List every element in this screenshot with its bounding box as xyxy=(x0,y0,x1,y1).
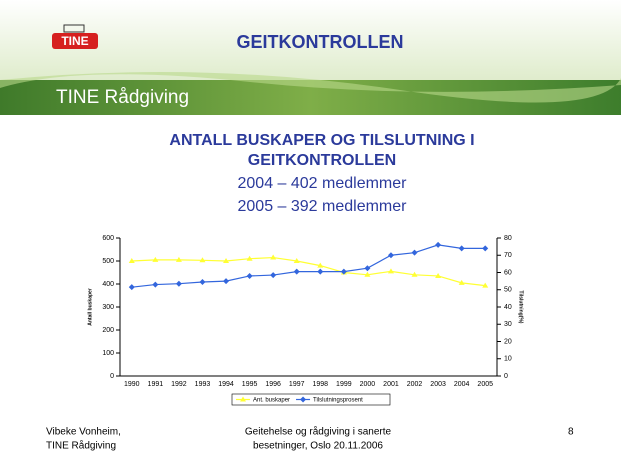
x-tick-label: 1999 xyxy=(336,381,352,388)
y-tick-label: 600 xyxy=(102,235,114,242)
y-tick-label: 100 xyxy=(102,350,114,357)
x-tick-label: 2005 xyxy=(477,381,493,388)
x-tick-label: 1991 xyxy=(148,381,164,388)
x-tick-label: 2004 xyxy=(454,381,470,388)
x-tick-label: 1995 xyxy=(242,381,258,388)
y-tick-label: 400 xyxy=(102,281,114,288)
heading-line: GEITKONTROLLEN xyxy=(248,152,396,169)
page-number: 8 xyxy=(568,427,574,438)
y2-tick-label: 10 xyxy=(504,356,512,363)
y2-tick-label: 20 xyxy=(504,338,512,345)
x-tick-label: 2001 xyxy=(383,381,399,388)
x-tick-label: 2002 xyxy=(407,381,423,388)
heading-subline: 2005 – 392 medlemmer xyxy=(238,198,408,215)
footer-center: Geitehelse og rådgiving i sanerte xyxy=(245,426,392,438)
logo-text: TINE xyxy=(61,34,88,48)
x-tick-label: 1994 xyxy=(218,381,234,388)
x-tick-label: 2003 xyxy=(430,381,446,388)
x-tick-label: 1992 xyxy=(171,381,187,388)
y-axis-label: Antall buskaper xyxy=(87,288,93,326)
footer-left: Vibeke Vonheim, xyxy=(46,427,121,438)
x-tick-label: 1990 xyxy=(124,381,140,388)
footer-left: TINE Rådgiving xyxy=(46,440,116,452)
y-tick-label: 0 xyxy=(110,373,114,380)
y2-axis-label: Tilslutning(%) xyxy=(518,291,524,324)
legend-label: Tilslutningsprosent xyxy=(313,398,363,404)
y2-tick-label: 0 xyxy=(504,373,508,380)
heading-line: ANTALL BUSKAPER OG TILSLUTNING I xyxy=(169,132,474,149)
slide: TINE GEITKONTROLLEN TINE Rådgiving ANTAL… xyxy=(0,0,621,459)
legend-label: Ant. buskaper xyxy=(253,398,290,404)
y2-tick-label: 80 xyxy=(504,235,512,242)
x-tick-label: 1996 xyxy=(265,381,281,388)
x-tick-label: 2000 xyxy=(360,381,376,388)
x-tick-label: 1993 xyxy=(195,381,211,388)
header-title: GEITKONTROLLEN xyxy=(237,32,404,52)
y2-tick-label: 70 xyxy=(504,252,512,259)
y-tick-label: 500 xyxy=(102,258,114,265)
x-tick-label: 1998 xyxy=(312,381,328,388)
y2-tick-label: 40 xyxy=(504,304,512,311)
heading-subline: 2004 – 402 medlemmer xyxy=(238,175,408,192)
y-tick-label: 300 xyxy=(102,304,114,311)
y-tick-label: 200 xyxy=(102,327,114,334)
y2-tick-label: 50 xyxy=(504,287,512,294)
header-subtitle: TINE Rådgiving xyxy=(56,87,189,108)
footer-center: besetninger, Oslo 20.11.2006 xyxy=(253,441,383,452)
y2-tick-label: 60 xyxy=(504,269,512,276)
x-tick-label: 1997 xyxy=(289,381,305,388)
y2-tick-label: 30 xyxy=(504,321,512,328)
